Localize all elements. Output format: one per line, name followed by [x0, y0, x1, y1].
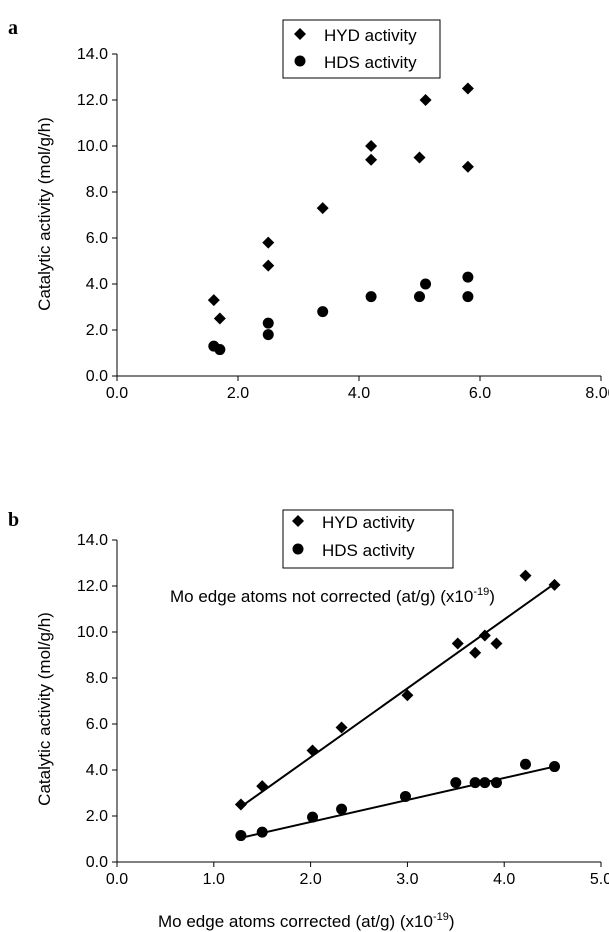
hyd-data-point	[419, 94, 432, 106]
hds-data-point	[399, 790, 411, 802]
y-tick-label: 10.0	[77, 138, 108, 155]
hds-data-point	[479, 777, 491, 789]
hds-data-point	[262, 317, 274, 329]
hds-data-point	[235, 830, 247, 842]
hds-data-point	[214, 344, 226, 356]
hyd-data-point	[461, 160, 474, 173]
x-tick-label: 5.0	[590, 871, 609, 888]
hyd-data-point	[316, 202, 329, 215]
hyd-data-point	[262, 259, 275, 272]
legend-entry-hyd: HYD activity	[322, 513, 415, 532]
y-tick-label: 4.0	[86, 762, 108, 779]
x-tick-label: 4.0	[348, 385, 370, 402]
y-tick-label: 8.0	[86, 670, 108, 687]
circle-marker-icon	[292, 543, 304, 555]
x-axis-label: Mo edge atoms corrected (at/g) (x10-19)	[158, 911, 455, 931]
y-tick-label: 8.0	[86, 184, 108, 201]
y-tick-label: 2.0	[86, 808, 108, 825]
hds-data-point	[462, 271, 474, 283]
hds-data-point	[262, 329, 274, 341]
y-axis-label: Catalytic activity (mol/g/h)	[35, 612, 54, 806]
diamond-marker-icon	[292, 515, 304, 527]
y-tick-label: 0.0	[86, 368, 108, 385]
hyd-data-point	[213, 312, 226, 325]
x-axis-label: Mo edge atoms not corrected (at/g) (x10-…	[170, 586, 495, 606]
hds-data-point	[365, 291, 377, 303]
legend-entry-hyd: HYD activity	[324, 26, 417, 45]
panel-letter: a	[8, 17, 18, 39]
x-tick-label: 6.0	[469, 385, 491, 402]
legend-entry-hds: HDS activity	[322, 541, 415, 560]
hyd-data-point	[548, 578, 561, 591]
hds-data-point	[469, 777, 481, 789]
plot-area-b: 0.0 2.0 4.0 6.0 8.0 10.0 12.0 14.0 0.0 1.0 2.0 3.0 4…	[77, 532, 609, 888]
x-tick-label: 2.0	[227, 385, 249, 402]
hyd-data-point	[401, 689, 414, 702]
hds-data-point	[549, 761, 561, 773]
hyd-data-point	[365, 153, 378, 166]
hyd-data-point	[490, 637, 503, 650]
hyd-data-point	[262, 236, 275, 249]
hds-data-point	[414, 291, 425, 303]
hyd-data-point	[365, 140, 378, 152]
y-tick-label: 6.0	[86, 230, 108, 247]
hds-trendline	[240, 765, 555, 839]
hds-data-point	[317, 306, 329, 318]
legend-box	[282, 509, 454, 569]
y-tick-label: 14.0	[77, 46, 108, 63]
x-tick-label: 2.0	[299, 871, 321, 888]
panel-a: a HYD activity HDS activity Catalytic ac…	[8, 17, 609, 606]
y-tick-label: 4.0	[86, 276, 108, 293]
hds-data-point	[420, 278, 432, 290]
y-tick-label: 0.0	[86, 854, 108, 871]
circle-marker-icon	[294, 55, 306, 67]
x-tick-label: 8.00	[585, 385, 609, 402]
y-tick-label: 2.0	[86, 322, 108, 339]
legend-box	[282, 19, 441, 79]
x-tick-label: 0.0	[106, 871, 128, 888]
hds-data-point	[336, 803, 348, 815]
hyd-data-point	[256, 780, 269, 793]
hyd-data-point	[469, 646, 482, 659]
y-tick-label: 12.0	[77, 92, 108, 109]
hyd-trendline	[240, 582, 556, 808]
x-tick-label: 4.0	[493, 871, 515, 888]
x-tick-label: 0.0	[106, 385, 128, 402]
hds-data-point	[462, 291, 474, 303]
hyd-data-point	[234, 798, 247, 811]
hyd-data-point	[413, 151, 426, 164]
plot-area-a: 0.0 2.0 4.0 6.0 8.0 10.0 12.0 14.0 0.0 2.0 4.0 6.0 8…	[77, 46, 609, 402]
hyd-data-point	[478, 629, 491, 642]
hds-data-point	[307, 811, 319, 823]
panel-b: b HYD activity HDS activity Catalytic ac…	[8, 509, 609, 931]
y-tick-label: 14.0	[77, 532, 108, 549]
hyd-data-point	[207, 294, 220, 307]
hyd-data-point	[461, 82, 474, 95]
legend-entry-hds: HDS activity	[324, 53, 417, 72]
hyd-data-point	[519, 569, 532, 582]
panel-letter: b	[8, 509, 19, 531]
hds-data-point	[519, 758, 531, 770]
hds-data-point	[256, 826, 268, 838]
hyd-data-point	[451, 637, 464, 650]
y-tick-label: 12.0	[77, 578, 108, 595]
diamond-marker-icon	[294, 28, 306, 40]
x-tick-label: 3.0	[396, 871, 418, 888]
hyd-data-point	[335, 721, 348, 734]
y-tick-label: 10.0	[77, 624, 108, 641]
x-tick-label: 1.0	[203, 871, 225, 888]
hds-data-point	[450, 777, 462, 789]
y-axis-label: Catalytic activity (mol/g/h)	[35, 117, 54, 311]
hyd-data-point	[306, 744, 319, 757]
hds-data-point	[490, 777, 502, 789]
y-tick-label: 6.0	[86, 716, 108, 733]
